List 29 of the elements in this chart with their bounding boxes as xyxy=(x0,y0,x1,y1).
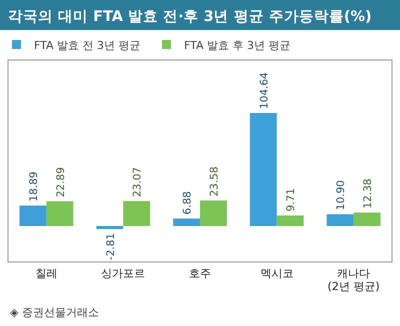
legend-label: FTA 발효 전 3년 평균 xyxy=(34,39,141,52)
bar xyxy=(173,218,200,226)
data-label: 23.58 xyxy=(208,166,220,197)
x-tick-label: 칠레 xyxy=(35,267,58,280)
data-label: 6.88 xyxy=(182,191,194,215)
bar xyxy=(20,206,46,226)
x-tick-label: 멕시코 xyxy=(260,267,294,280)
bar xyxy=(326,214,354,226)
data-label: 9.71 xyxy=(285,188,298,212)
x-tick-label: 캐나다 (2년 평균) xyxy=(328,267,380,293)
chart-title: 각국의 대미 FTA 발효 전·후 3년 평균 주가등락률(%) xyxy=(8,9,372,25)
data-label: -2.81 xyxy=(104,233,117,260)
bar xyxy=(96,226,124,230)
bar xyxy=(200,200,227,226)
data-label: 18.89 xyxy=(28,172,40,202)
bar xyxy=(354,212,380,226)
data-label: 10.90 xyxy=(335,180,348,210)
data-label: 23.07 xyxy=(132,167,144,198)
legend-label: FTA 발효 후 3년 평균 xyxy=(184,39,291,52)
x-tick-label: 싱가포르 xyxy=(101,267,146,280)
data-label: 12.38 xyxy=(362,178,374,209)
text: ◈ 증권선물거래소 xyxy=(10,306,99,319)
bar xyxy=(123,201,150,226)
data-label: 104.64 xyxy=(258,72,270,109)
bar xyxy=(250,113,277,226)
bar xyxy=(46,201,74,226)
x-tick-label: 호주 xyxy=(189,267,211,280)
bar xyxy=(276,216,304,226)
data-label: 22.89 xyxy=(54,167,67,198)
